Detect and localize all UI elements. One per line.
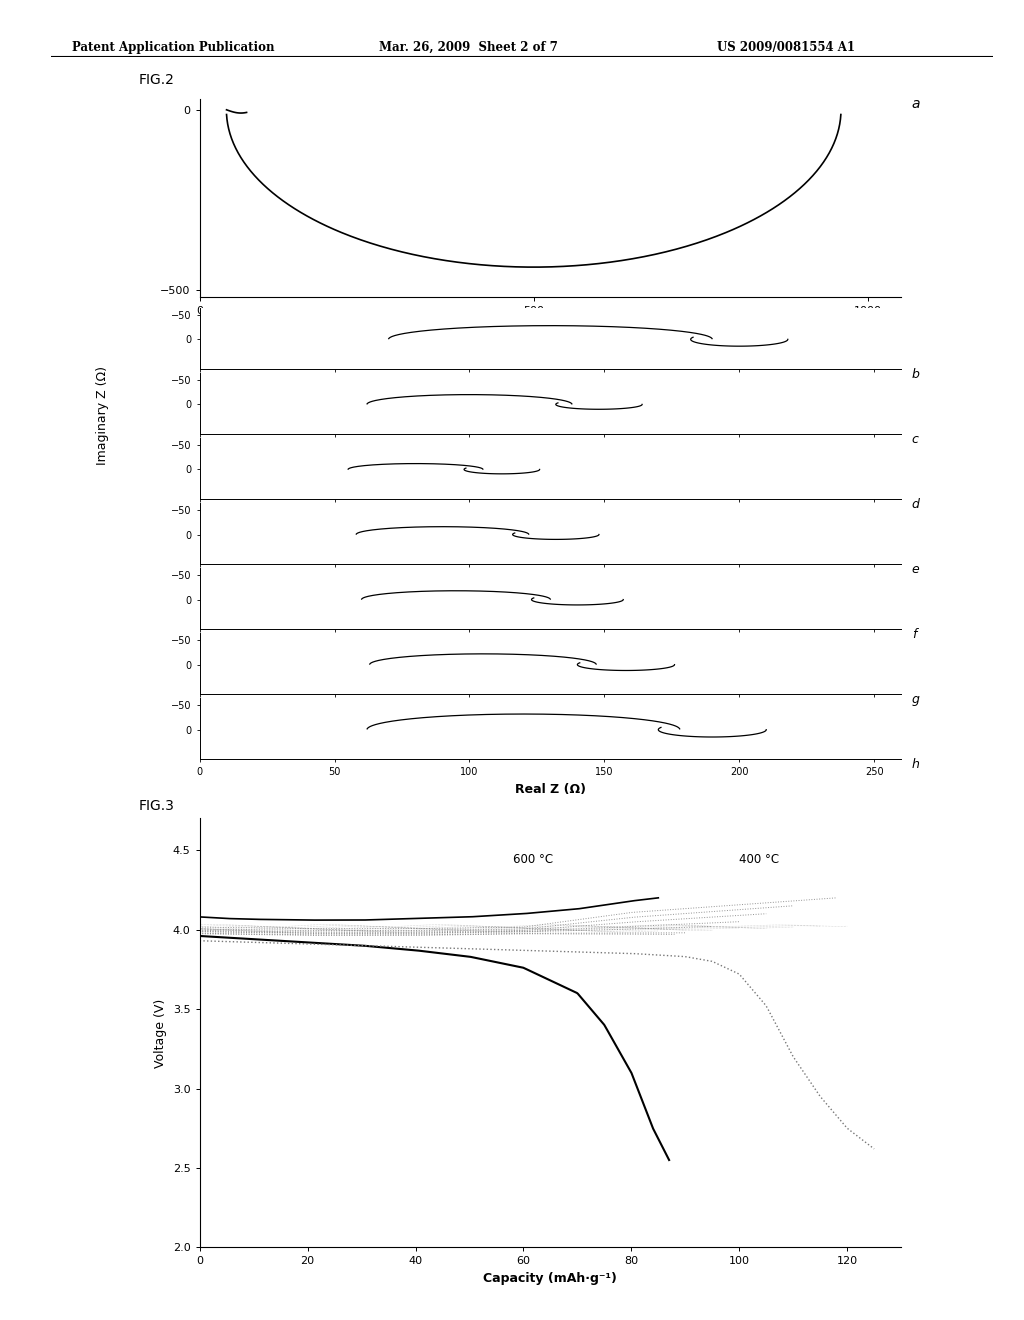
Text: g: g xyxy=(912,693,920,706)
Text: FIG.2: FIG.2 xyxy=(138,73,174,87)
Text: Mar. 26, 2009  Sheet 2 of 7: Mar. 26, 2009 Sheet 2 of 7 xyxy=(379,41,558,54)
Text: FIG.3: FIG.3 xyxy=(138,799,174,813)
X-axis label: Capacity (mAh·g⁻¹): Capacity (mAh·g⁻¹) xyxy=(483,1272,617,1284)
Text: e: e xyxy=(912,562,920,576)
Text: Real Z (Ω): Real Z (Ω) xyxy=(515,783,586,796)
Text: Patent Application Publication: Patent Application Publication xyxy=(72,41,274,54)
Text: f: f xyxy=(912,628,916,642)
Text: 600 °C: 600 °C xyxy=(513,853,553,866)
Y-axis label: Voltage (V): Voltage (V) xyxy=(155,998,167,1068)
Text: Imaginary Z (Ω): Imaginary Z (Ω) xyxy=(96,367,109,466)
Text: c: c xyxy=(912,433,919,446)
Text: a: a xyxy=(911,98,920,111)
Text: d: d xyxy=(912,498,920,511)
Text: h: h xyxy=(912,758,920,771)
Text: 400 °C: 400 °C xyxy=(739,853,779,866)
Text: US 2009/0081554 A1: US 2009/0081554 A1 xyxy=(717,41,855,54)
Text: b: b xyxy=(912,368,920,380)
